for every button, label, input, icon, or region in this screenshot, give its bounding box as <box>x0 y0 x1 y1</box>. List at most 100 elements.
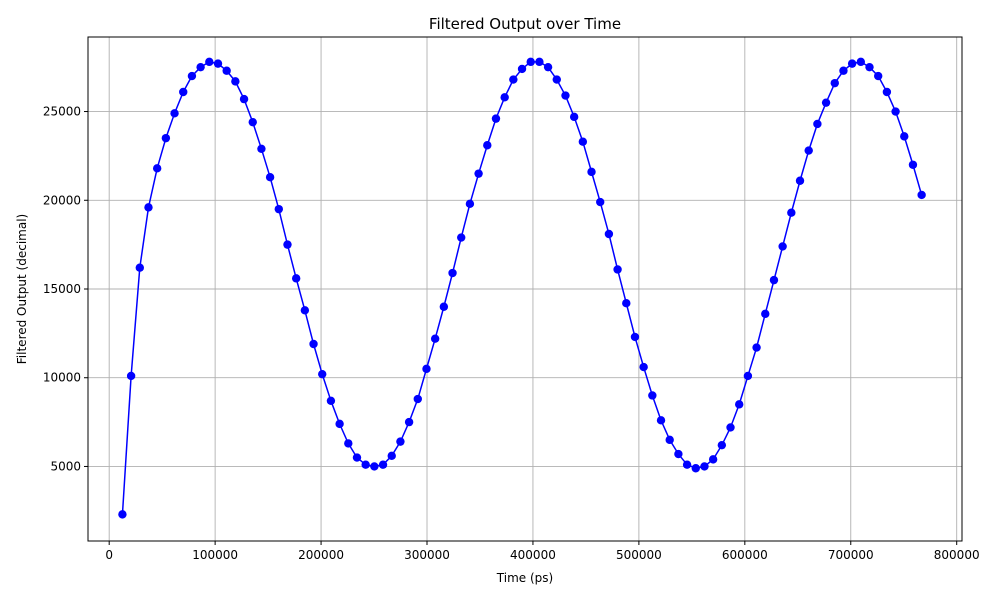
data-point <box>543 62 553 72</box>
data-point <box>257 144 266 153</box>
data-point <box>552 75 561 84</box>
chart-title: Filtered Output over Time <box>429 15 621 33</box>
data-point <box>196 62 205 72</box>
data-point <box>517 64 527 74</box>
data-point <box>161 133 171 143</box>
data-point <box>682 460 692 469</box>
data-point <box>213 59 223 68</box>
data-point <box>291 274 301 283</box>
data-point <box>795 176 805 185</box>
y-tick-label: 25000 <box>43 105 81 119</box>
data-point <box>396 437 405 446</box>
data-point <box>118 510 127 519</box>
data-point <box>491 114 501 123</box>
data-point <box>231 77 240 86</box>
data-point <box>500 93 509 102</box>
data-point <box>717 440 727 450</box>
data-point <box>708 455 718 464</box>
data-point <box>656 416 666 425</box>
data-point <box>587 167 596 177</box>
data-point <box>700 462 709 471</box>
data-point <box>908 160 918 169</box>
data-point <box>769 275 779 285</box>
data-point <box>639 362 648 372</box>
data-point <box>187 71 197 81</box>
x-tick-label: 100000 <box>192 548 238 562</box>
data-point <box>422 364 431 374</box>
y-tick-label: 15000 <box>43 282 81 296</box>
data-point <box>126 371 136 381</box>
x-tick-label: 500000 <box>616 548 662 562</box>
data-point <box>778 242 787 251</box>
data-point <box>274 204 283 214</box>
y-tick-label: 10000 <box>43 371 81 385</box>
data-point <box>856 57 866 67</box>
data-point <box>205 57 214 67</box>
x-tick-label: 0 <box>105 548 113 562</box>
data-point <box>787 208 796 217</box>
data-point <box>735 400 744 409</box>
y-axis: 5000 10000 15000 20000 25000 <box>43 105 88 473</box>
data-point <box>535 57 544 67</box>
y-axis-label: Filtered Output (decimal) <box>15 214 29 364</box>
series-line <box>121 61 923 515</box>
data-point <box>170 109 179 118</box>
data-point <box>900 132 909 141</box>
data-point <box>370 462 379 471</box>
x-axis: 0 100000 200000 300000 400000 500000 600000 700… <box>105 541 980 562</box>
x-tick-label: 200000 <box>298 548 344 562</box>
data-point <box>439 302 449 311</box>
data-point <box>882 87 892 97</box>
data-point <box>474 169 483 178</box>
data-point <box>309 339 318 349</box>
data-point <box>804 146 813 155</box>
data-point <box>874 71 883 81</box>
data-point <box>457 233 466 242</box>
data-point <box>179 87 188 97</box>
data-point <box>526 57 535 67</box>
data-point <box>135 263 144 272</box>
data-point <box>691 464 700 473</box>
data-point <box>604 229 614 239</box>
series-layer <box>118 57 926 519</box>
data-point <box>361 460 370 469</box>
data-point <box>596 197 605 207</box>
data-point <box>622 299 631 308</box>
data-point <box>352 453 362 462</box>
data-point <box>830 78 839 88</box>
data-point <box>378 460 388 469</box>
data-point <box>752 343 761 352</box>
data-point <box>726 423 735 432</box>
data-point <box>465 199 475 209</box>
data-point <box>222 66 231 75</box>
data-point <box>743 371 753 381</box>
data-point <box>761 309 770 319</box>
y-tick-label: 5000 <box>50 459 81 473</box>
x-tick-label: 400000 <box>510 548 556 562</box>
data-point <box>430 334 440 343</box>
x-tick-label: 800000 <box>934 548 980 562</box>
data-point <box>344 439 353 448</box>
data-point <box>448 268 457 278</box>
data-point <box>404 417 414 427</box>
data-point <box>865 62 874 72</box>
data-point <box>248 117 257 127</box>
data-point <box>300 306 310 315</box>
data-point <box>326 396 336 405</box>
data-point <box>483 141 492 150</box>
data-point <box>613 265 622 274</box>
data-point <box>144 203 153 212</box>
data-point <box>630 332 640 342</box>
x-axis-label: Time (ps) <box>496 571 553 585</box>
grid <box>88 37 962 541</box>
data-point <box>578 137 588 146</box>
y-tick-label: 20000 <box>43 193 81 207</box>
data-point <box>239 94 249 104</box>
x-tick-label: 600000 <box>722 548 768 562</box>
data-point <box>674 449 683 459</box>
data-point <box>387 451 396 461</box>
data-point <box>839 66 848 75</box>
x-tick-label: 700000 <box>828 548 874 562</box>
data-point <box>318 369 327 379</box>
